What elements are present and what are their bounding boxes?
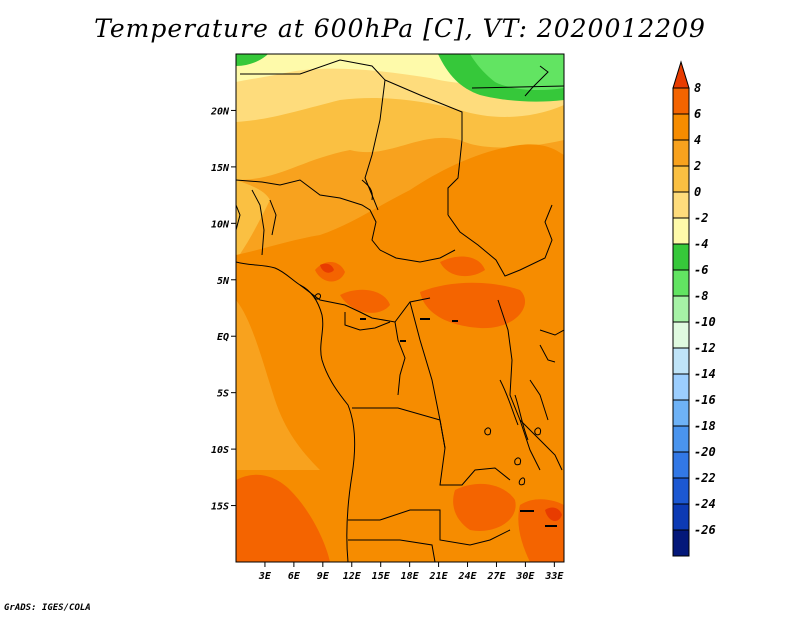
colorbar: 8 6 4 2 0 -2 -4 -6 -8 -10 -12 -14 -16 -18 -20 -22 -24 -26 [672,60,716,557]
colorbar-level-label: 2 [693,159,701,173]
colorbar-level-label: -2 [694,211,708,225]
lat-tick-label: 15S [211,502,229,513]
lakes [314,65,564,486]
lon-tick-label: 24E [457,571,477,582]
grads-credit: GrADS: IGES/COLA [4,603,91,613]
colorbar-level-label: -20 [694,445,716,459]
colorbar-swatch [672,451,690,479]
colorbar-level-label: -12 [694,341,716,355]
colorbar-swatch [672,503,690,531]
lon-tick-label: 15E [372,571,391,582]
colorbar-swatch [672,321,690,349]
map-title: Temperature at 600hPa [C], VT: 202001220… [94,14,706,43]
lat-tick-label: 20N [210,106,230,117]
colorbar-level-label: 6 [694,107,701,121]
map-frame [235,53,565,563]
colorbar-swatch [672,425,690,453]
colorbar-swatch [672,347,690,375]
colorbar-swatch [672,113,690,141]
colorbar-swatch [672,87,690,115]
colorbar-level-label: -22 [694,471,716,485]
colorbar-level-label: -18 [694,419,716,433]
colorbar-level-label: -16 [694,393,716,407]
colorbar-level-label: -8 [694,289,708,303]
colorbar-swatch [672,399,690,427]
colorbar-level-label: -14 [694,367,716,381]
lon-tick-label: 30E [515,571,535,582]
colorbar-swatch [672,373,690,401]
colorbar-level-label: -10 [694,315,716,329]
lon-tick-label: 21E [429,571,449,582]
lat-tick-label: 5S [217,389,229,400]
lat-tick-label: 10N [211,219,230,230]
lon-tick-label: 27E [486,571,506,582]
lon-tick-label: 6E [288,571,301,582]
coastline-islands [360,318,557,527]
country-borders [236,59,564,562]
lon-tick-label: 12E [343,571,362,582]
colorbar-level-label: 4 [694,133,701,147]
colorbar-swatch [672,217,690,245]
colorbar-swatch [672,165,690,193]
colorbar-swatch [672,295,690,323]
colorbar-level-label: 8 [694,81,701,95]
colorbar-top-arrow [672,60,690,89]
lon-tick-label: 9E [317,571,330,582]
lat-tick-label: 10S [211,445,229,456]
lat-tick-label: EQ [217,332,229,343]
lon-tick-label: 3E [258,571,272,582]
colorbar-swatch [672,139,690,167]
lon-tick-label: 18E [401,571,420,582]
colorbar-swatch [672,529,690,557]
lon-tick-label: 33E [544,571,564,582]
lat-tick-label: 15N [211,163,230,174]
temperature-field [236,54,564,562]
colorbar-swatch [672,243,690,271]
colorbar-level-label: -24 [694,497,716,511]
colorbar-level-label: -6 [694,263,708,277]
colorbar-level-label: -4 [694,237,708,251]
colorbar-swatch [672,191,690,219]
colorbar-swatch [672,477,690,505]
colorbar-level-label: -26 [694,523,716,537]
longitude-ticks: 3E 6E 9E 12E 15E 18E 21E 24E 27E 30E 33E [258,562,564,582]
latitude-ticks: 20N 15N 10N 5N EQ 5S 10S 15S [210,106,236,513]
colorbar-swatch [672,269,690,297]
lat-tick-label: 5N [217,276,230,287]
colorbar-level-label: 0 [694,185,701,199]
